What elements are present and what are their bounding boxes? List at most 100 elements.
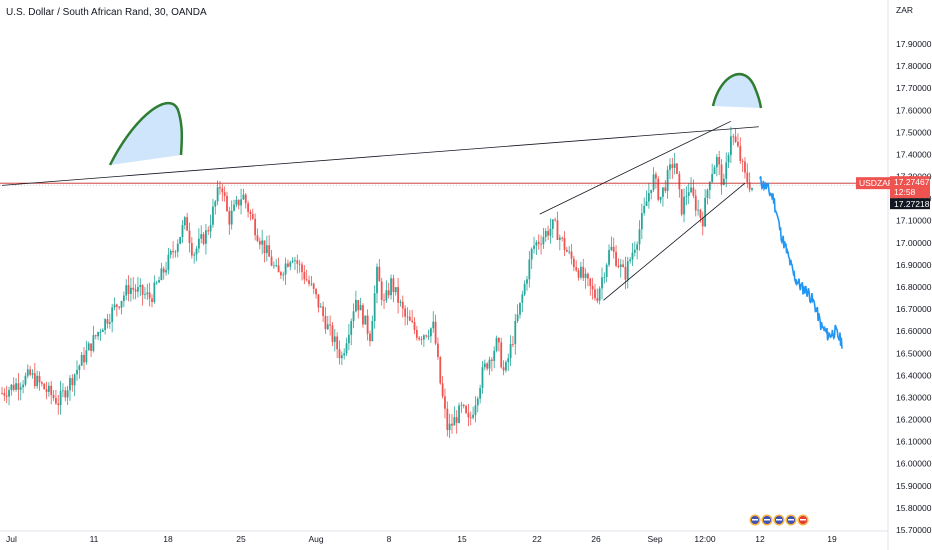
candle-body (397, 287, 399, 303)
candle-body (533, 245, 535, 249)
economic-events[interactable] (748, 513, 810, 527)
candle-body (544, 231, 547, 237)
candle-body (52, 395, 55, 398)
candle-body (570, 251, 573, 259)
candle-body (697, 209, 699, 211)
candle-body (390, 278, 392, 296)
candle-body (694, 195, 697, 211)
projection-path[interactable] (759, 176, 843, 349)
price-tick-label: 16.50000 (896, 348, 932, 358)
time-tick-label: 12:00 (694, 534, 716, 544)
candle-body (608, 250, 610, 265)
us-flag-icon[interactable] (772, 513, 786, 527)
trend-line-wedge-lower[interactable] (603, 182, 746, 301)
plot-area[interactable] (1, 126, 753, 439)
candle-body (155, 282, 158, 284)
candle-body (392, 278, 395, 293)
candle-body (55, 397, 57, 404)
candle-body (551, 219, 554, 229)
candle-body (495, 337, 498, 351)
candle-body (284, 263, 287, 275)
candle-body (722, 178, 725, 185)
time-tick-label: Aug (308, 534, 323, 544)
candle-body (85, 350, 88, 363)
candle-body (448, 423, 451, 431)
candle-body (195, 248, 198, 255)
right-bubble-outline[interactable] (711, 72, 763, 109)
candle-body (190, 243, 193, 256)
candle-body (483, 363, 486, 368)
price-axis-unit: ZAR (896, 5, 913, 15)
candle-body (301, 264, 303, 272)
left-bubble-outline[interactable] (108, 102, 184, 166)
time-axis[interactable]: Jul 11 18 25 Aug 8 15 22 26 Sep 12:00 12 19 (0, 530, 888, 544)
candle-body (207, 230, 210, 232)
candle-body (92, 335, 95, 351)
candle-body (242, 194, 245, 200)
candle-body (554, 219, 557, 221)
price-tick-label: 16.00000 (896, 459, 932, 469)
candle-body (474, 405, 477, 415)
candle-body (228, 211, 231, 225)
us-flag-icon[interactable] (748, 513, 762, 527)
candle-body (181, 225, 184, 238)
candle-body (380, 281, 383, 300)
candle-body (153, 282, 156, 303)
candle-body (254, 218, 257, 236)
candle-body (69, 378, 71, 391)
candle-body (708, 181, 711, 191)
candle-body (598, 288, 601, 301)
candle-body (125, 285, 128, 296)
candle-body (223, 192, 226, 196)
candle-body (45, 389, 48, 392)
candle-body (647, 193, 650, 202)
candle-body (83, 354, 85, 363)
candle-body (99, 332, 102, 333)
price-tick-label: 17.40000 (896, 149, 932, 159)
candle-body (720, 164, 723, 185)
trend-line-wedge-upper[interactable] (539, 120, 731, 215)
candle-body (106, 319, 109, 324)
candle-body (420, 339, 423, 341)
candle-body (580, 266, 582, 278)
candle-body (467, 412, 470, 418)
candle-body (633, 249, 636, 253)
candle-body (425, 335, 428, 337)
candle-body (256, 235, 259, 242)
candle-body (479, 388, 482, 399)
us-flag-icon[interactable] (760, 513, 774, 527)
candle-body (444, 396, 446, 409)
candle-body (460, 404, 463, 406)
sa-flag-icon[interactable] (796, 513, 810, 527)
candle-body (439, 356, 442, 384)
right-bubble-fill[interactable] (713, 74, 761, 108)
current-price-tag (890, 176, 930, 199)
price-tick-label: 15.90000 (896, 481, 932, 491)
candle-body (366, 315, 369, 334)
candle-body (200, 234, 203, 239)
candle-body (591, 285, 594, 290)
candle-body (601, 277, 603, 289)
left-bubble-fill[interactable] (110, 103, 182, 165)
candle-body (22, 384, 24, 388)
candle-body (622, 264, 624, 267)
candle-body (422, 335, 425, 340)
candle-body (657, 178, 660, 200)
candle-body (666, 169, 669, 191)
drawing-annotations[interactable] (0, 72, 888, 349)
candle-body (172, 250, 174, 253)
trend-line-long-resistance[interactable] (1, 126, 759, 186)
us-flag-icon[interactable] (784, 513, 798, 527)
time-tick-label: Jul (6, 534, 17, 544)
candle-body (746, 172, 749, 183)
price-axis[interactable]: ZAR 17.90000 17.80000 17.70000 17.60000 17.50… (887, 0, 932, 550)
candle-body (490, 359, 493, 361)
candle-body (151, 298, 153, 303)
time-tick-label: 8 (387, 534, 392, 544)
price-tick-label: 16.10000 (896, 437, 932, 447)
candle-body (15, 383, 17, 390)
candle-body (249, 211, 252, 215)
candle-body (523, 283, 526, 295)
candle-body (638, 229, 641, 245)
